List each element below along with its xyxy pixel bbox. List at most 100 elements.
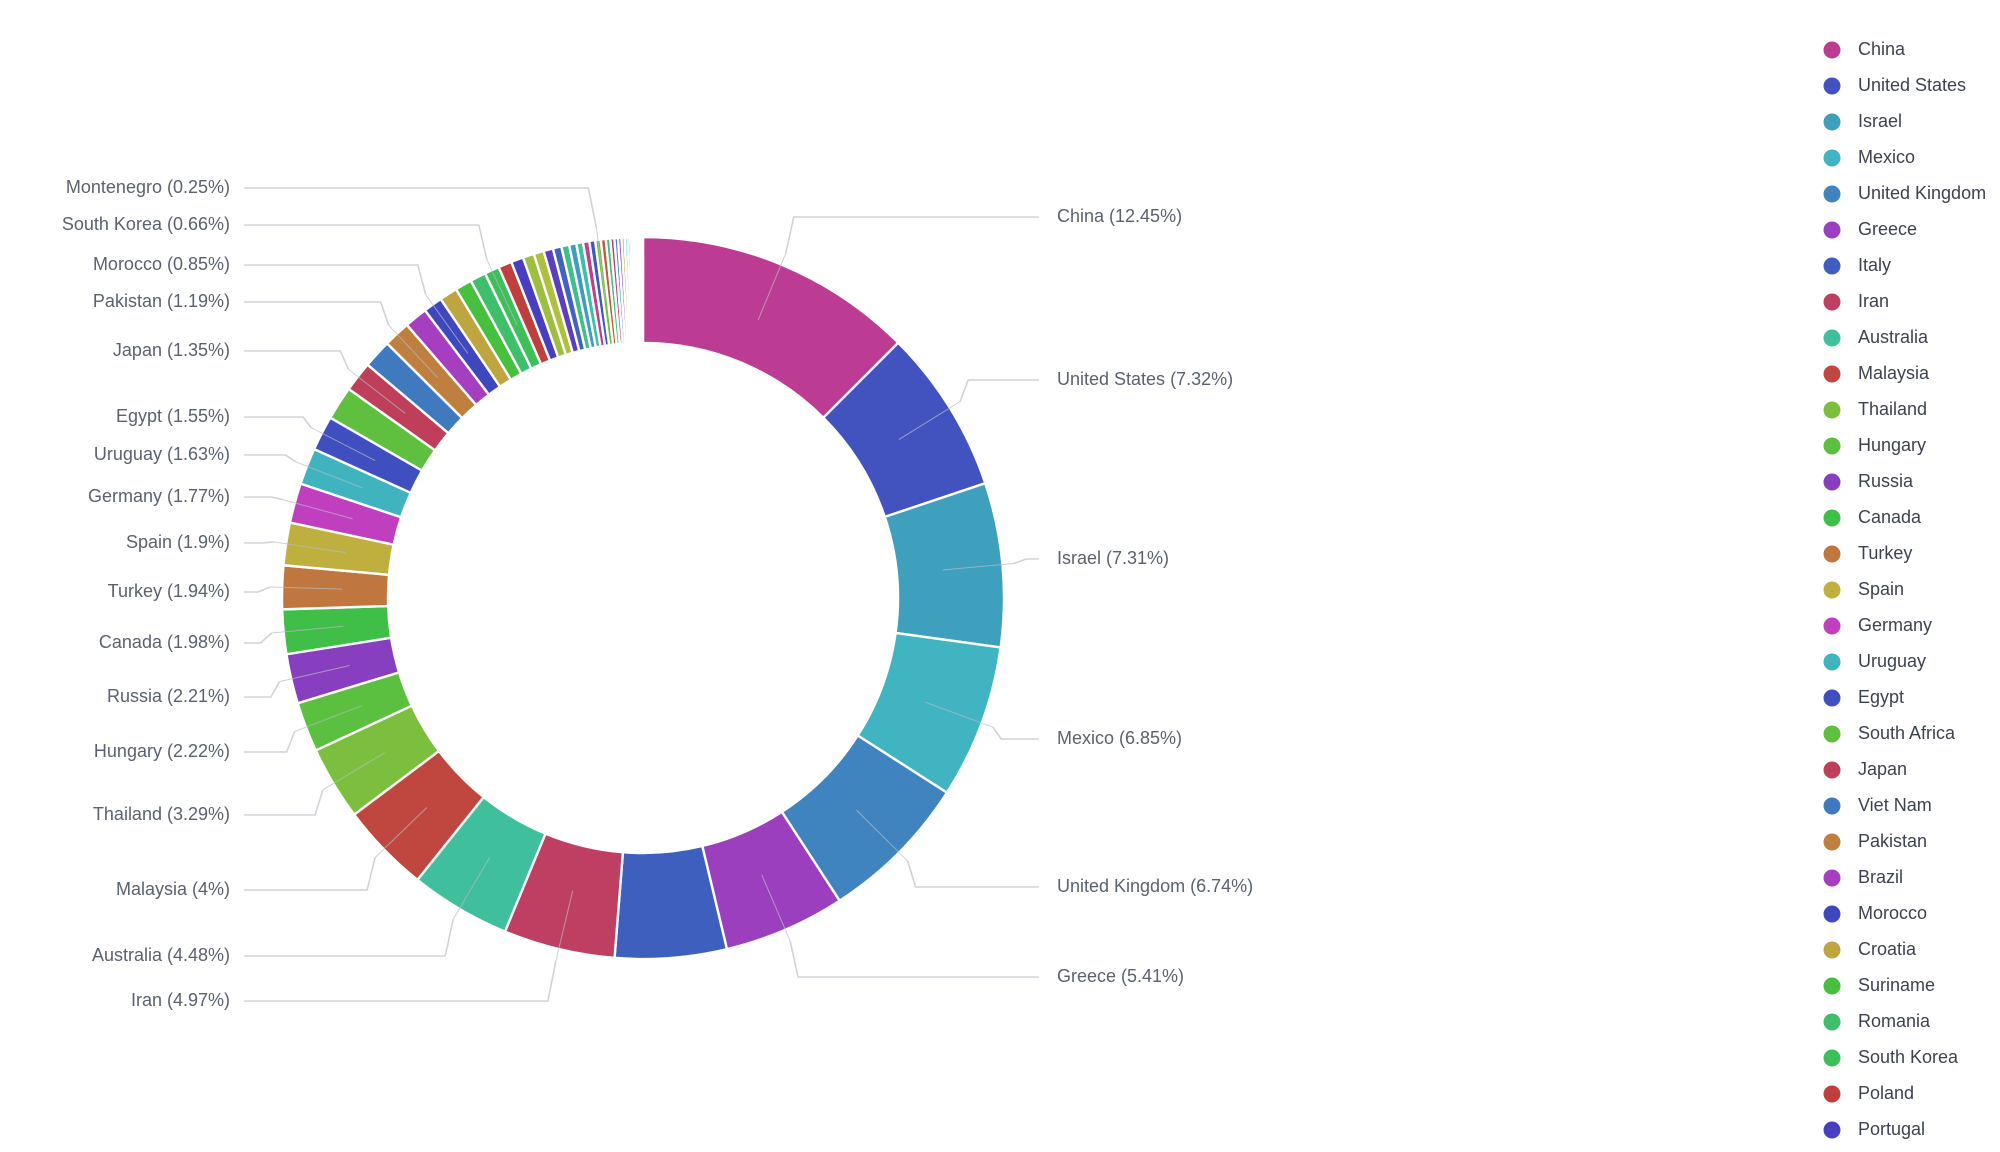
leader-egypt	[244, 416, 312, 429]
leader-inner-egypt	[310, 427, 376, 462]
legend-swatch	[1823, 437, 1841, 455]
legend-item-united-states[interactable]: United States	[1823, 75, 1967, 95]
leader-japan	[244, 350, 350, 370]
leader-spain	[244, 541, 275, 544]
legend-swatch	[1823, 401, 1841, 419]
legend-label: Japan	[1858, 759, 1907, 779]
label-germany: Germany (1.77%)	[88, 486, 230, 506]
legend-item-canada[interactable]: Canada	[1823, 507, 1923, 527]
legend-item-south-korea[interactable]: South Korea	[1823, 1047, 1960, 1067]
legend-label: Greece	[1858, 219, 1917, 239]
legend-item-germany[interactable]: Germany	[1823, 615, 1933, 635]
legend-label: Turkey	[1858, 543, 1912, 563]
label-greece: Greece (5.41%)	[1057, 966, 1184, 986]
legend-item-suriname[interactable]: Suriname	[1823, 975, 1936, 995]
label-malaysia: Malaysia (4%)	[116, 879, 230, 899]
leader-pakistan	[244, 301, 390, 326]
legend-item-turkey[interactable]: Turkey	[1823, 543, 1913, 563]
legend-item-united-kingdom[interactable]: United Kingdom	[1823, 183, 1987, 203]
legend-label: Morocco	[1858, 903, 1927, 923]
leader-inner-china	[757, 253, 787, 321]
legend-label: Hungary	[1858, 435, 1926, 455]
legend-swatch	[1823, 581, 1841, 599]
legend-item-malaysia[interactable]: Malaysia	[1823, 363, 1931, 383]
leader-inner-germany	[283, 499, 353, 520]
leader-inner-south-korea	[486, 259, 518, 325]
leader-inner-morocco	[425, 294, 469, 354]
legend-item-poland[interactable]: Poland	[1823, 1083, 1915, 1103]
legend-item-russia[interactable]: Russia	[1823, 471, 1915, 491]
legend-label: Suriname	[1858, 975, 1935, 995]
legend-swatch	[1823, 977, 1841, 995]
leader-inner-montenegro	[595, 227, 606, 300]
legend-item-thailand[interactable]: Thailand	[1823, 399, 1928, 419]
leader-inner-australia	[452, 856, 491, 920]
legend-item-australia[interactable]: Australia	[1823, 327, 1930, 347]
legend-swatch	[1823, 365, 1841, 383]
legend-item-hungary[interactable]: Hungary	[1823, 435, 1927, 455]
label-iran: Iran (4.97%)	[131, 990, 230, 1010]
leader-mexico	[992, 726, 1039, 740]
leader-inner-malaysia	[374, 807, 428, 858]
legend-item-spain[interactable]: Spain	[1823, 579, 1905, 599]
label-morocco: Morocco (0.85%)	[93, 254, 230, 274]
legend-label: Romania	[1858, 1011, 1931, 1031]
legend-item-south-africa[interactable]: South Africa	[1823, 723, 1957, 743]
legend-item-romania[interactable]: Romania	[1823, 1011, 1932, 1031]
legend-label: Viet Nam	[1858, 795, 1932, 815]
legend-item-morocco[interactable]: Morocco	[1823, 903, 1928, 923]
legend-item-japan[interactable]: Japan	[1823, 759, 1908, 779]
legend-item-pakistan[interactable]: Pakistan	[1823, 831, 1928, 851]
leader-canada	[244, 632, 273, 644]
legend-swatch	[1823, 1121, 1841, 1139]
legend-item-china[interactable]: China	[1823, 39, 1907, 59]
legend-swatch	[1823, 1085, 1841, 1103]
leader-china	[784, 216, 1039, 254]
legend: China United States Israel Mexico United Kin…	[1823, 39, 1987, 1139]
legend-item-croatia[interactable]: Croatia	[1823, 939, 1918, 959]
legend-label: Poland	[1858, 1083, 1914, 1103]
donut-slices	[280, 235, 1006, 961]
leader-united-states	[959, 379, 1039, 402]
legend-item-egypt[interactable]: Egypt	[1823, 687, 1905, 707]
legend-swatch	[1823, 473, 1841, 491]
label-hungary: Hungary (2.22%)	[94, 741, 230, 761]
legend-swatch	[1823, 185, 1841, 203]
legend-swatch	[1823, 761, 1841, 779]
legend-item-portugal[interactable]: Portugal	[1823, 1119, 1926, 1139]
legend-item-uruguay[interactable]: Uruguay	[1823, 651, 1927, 671]
label-south-korea: South Korea (0.66%)	[62, 214, 230, 234]
legend-swatch	[1823, 113, 1841, 131]
legend-swatch	[1823, 77, 1841, 95]
leader-inner-thailand	[322, 752, 386, 791]
leader-uruguay	[244, 454, 297, 463]
legend-item-italy[interactable]: Italy	[1823, 255, 1892, 275]
leader-united-kingdom	[906, 860, 1039, 888]
label-pakistan: Pakistan (1.19%)	[93, 291, 230, 311]
leader-inner-uruguay	[295, 461, 363, 489]
legend-swatch	[1823, 869, 1841, 887]
legend-item-greece[interactable]: Greece	[1823, 219, 1918, 239]
legend-label: Egypt	[1858, 687, 1904, 707]
legend-label: Israel	[1858, 111, 1902, 131]
label-united-states: United States (7.32%)	[1057, 369, 1233, 389]
legend-item-mexico[interactable]: Mexico	[1823, 147, 1916, 167]
legend-item-israel[interactable]: Israel	[1823, 111, 1903, 131]
legend-swatch	[1823, 257, 1841, 275]
label-russia: Russia (2.21%)	[107, 686, 230, 706]
legend-item-brazil[interactable]: Brazil	[1823, 867, 1904, 887]
legend-label: Russia	[1858, 471, 1914, 491]
legend-label: South Africa	[1858, 723, 1956, 743]
label-egypt: Egypt (1.55%)	[116, 406, 230, 426]
label-turkey: Turkey (1.94%)	[108, 581, 230, 601]
leader-inner-japan	[348, 368, 406, 414]
leader-hungary	[244, 731, 296, 753]
label-thailand: Thailand (3.29%)	[93, 804, 230, 824]
slice-other-54[interactable]	[639, 235, 645, 345]
legend-swatch	[1823, 221, 1841, 239]
legend-item-iran[interactable]: Iran	[1823, 291, 1890, 311]
legend-item-viet-nam[interactable]: Viet Nam	[1823, 795, 1932, 815]
legend-swatch	[1823, 653, 1841, 671]
leader-inner-russia	[279, 665, 350, 683]
